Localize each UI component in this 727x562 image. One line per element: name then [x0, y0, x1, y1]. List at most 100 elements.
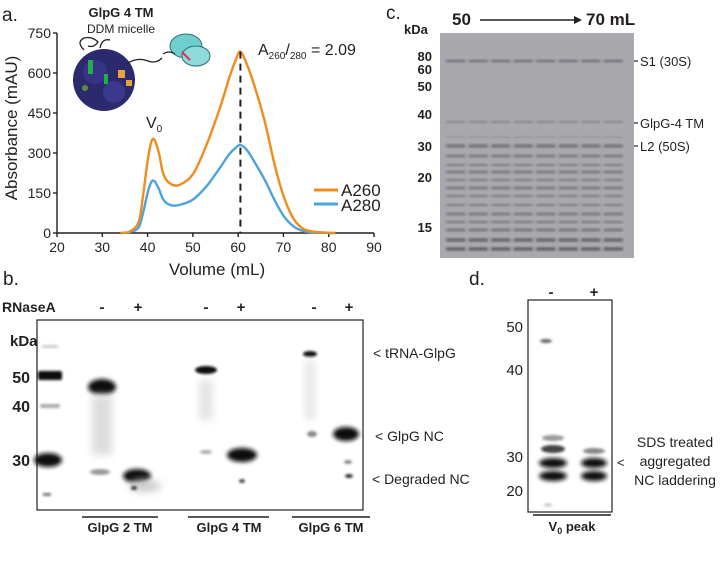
protein-band: [581, 186, 601, 190]
protein-band: [536, 204, 556, 206]
series-a280-line: [120, 143, 336, 235]
band-degraded: [131, 486, 137, 490]
smear: [199, 380, 213, 420]
y-axis-label: Absorbance (mAU): [2, 56, 21, 201]
protein-band: [513, 186, 533, 190]
protein-band: [603, 212, 623, 216]
protein-band: [536, 238, 556, 242]
protein-band: [446, 195, 466, 197]
protein-band: [468, 144, 488, 148]
panel-c: c. kDa 50 70 mL 80 60 50 40 30 20 15 S1 …: [386, 3, 704, 258]
protein-band: [581, 247, 601, 251]
protein-band: [468, 179, 488, 181]
c-annotations: S1 (30S) GlpG-4 TM L2 (50S): [634, 54, 704, 154]
protein-band: [491, 186, 511, 190]
protein-band: [536, 144, 556, 148]
y-tick-label: 0: [43, 225, 51, 241]
protein-band: [491, 204, 511, 206]
lane-sign: -: [312, 299, 317, 316]
protein-band: [558, 144, 578, 148]
inset-title: GlpG 4 TM: [89, 5, 154, 20]
protein-band: [491, 164, 511, 166]
protein-band: [536, 221, 556, 223]
marker-label: 50: [12, 370, 30, 387]
y-tick-label: 600: [28, 65, 52, 81]
band: [90, 469, 110, 475]
protein-band: [603, 204, 623, 206]
y-tick-label: 150: [28, 185, 52, 201]
protein-band: [558, 186, 578, 190]
protein-band: [536, 136, 556, 138]
marker-label: 15: [418, 220, 432, 235]
v0-label: V0: [146, 115, 163, 135]
protein-band: [558, 212, 578, 216]
protein-band: [581, 144, 601, 148]
ribosome-illustration: [73, 36, 163, 111]
band: [200, 450, 212, 454]
ladder-band: [42, 345, 58, 348]
marker-label: 40: [506, 362, 523, 379]
annotation-glpg-nc: < GlpG NC: [375, 428, 444, 444]
protein-band: [491, 121, 511, 123]
protein-band: [536, 164, 556, 166]
protein-band: [603, 247, 623, 251]
protein-band: [581, 212, 601, 216]
protein-band: [491, 228, 511, 232]
protein-band: [468, 136, 488, 138]
protein-band: [603, 195, 623, 197]
range-end: 70 mL: [586, 10, 635, 29]
protein-band: [581, 221, 601, 223]
protein-band: [603, 136, 623, 138]
d-annotation: < SDS treated aggregated NC laddering: [617, 434, 716, 488]
protein-band: [468, 121, 488, 123]
x-tick-label: 70: [276, 239, 292, 255]
panel-d: d. - + 50 40 30 20 < SDS treated aggrega…: [469, 269, 716, 536]
protein-band: [558, 228, 578, 232]
protein-band: [558, 247, 578, 251]
protein-band: [513, 204, 533, 206]
lane-sign: +: [237, 299, 246, 316]
panel-d-letter: d.: [469, 269, 485, 290]
protein-band: [446, 212, 466, 216]
protein-band: [446, 204, 466, 206]
protein-band: [558, 170, 578, 174]
protein-band: [513, 179, 533, 181]
protein-band: [581, 228, 601, 232]
y-ticks: 0 150 300 450 600 750: [28, 25, 57, 241]
protein-band: [468, 164, 488, 166]
x-tick-label: 80: [321, 239, 337, 255]
protein-band: [558, 121, 578, 123]
band-glpg-nc: [227, 448, 257, 462]
protein-band: [446, 59, 466, 63]
protein-band: [603, 238, 623, 242]
protein-band: [558, 154, 578, 158]
protein-band: [603, 170, 623, 174]
lane-sign: -: [204, 299, 209, 316]
protein-band: [468, 195, 488, 197]
protein-band: [536, 212, 556, 216]
protein-band: [581, 204, 601, 206]
protein-band: [603, 121, 623, 123]
marker-label: 40: [12, 399, 30, 416]
lane-groups: GlpG 2 TM GlpG 4 TM GlpG 6 TM: [82, 516, 370, 535]
protein-band: [468, 221, 488, 223]
protein-band: [581, 170, 601, 174]
protein-band: [491, 154, 511, 158]
gel-bands: [34, 345, 359, 496]
protein-band: [603, 186, 623, 190]
protein-band: [603, 59, 623, 63]
protein-band: [536, 179, 556, 181]
protein-band: [581, 238, 601, 242]
protein-band: [558, 164, 578, 166]
protein-band: [446, 221, 466, 223]
marker-label: 30: [12, 453, 30, 470]
protein-band: [491, 144, 511, 148]
lane-sign: +: [590, 284, 599, 301]
smear: [305, 360, 315, 420]
protein-band: [513, 170, 533, 174]
lane-sign: -: [549, 284, 554, 301]
protein-band: [603, 144, 623, 148]
legend: A260 A280: [314, 181, 381, 215]
v0-peak-label: V0 peak: [549, 519, 597, 536]
